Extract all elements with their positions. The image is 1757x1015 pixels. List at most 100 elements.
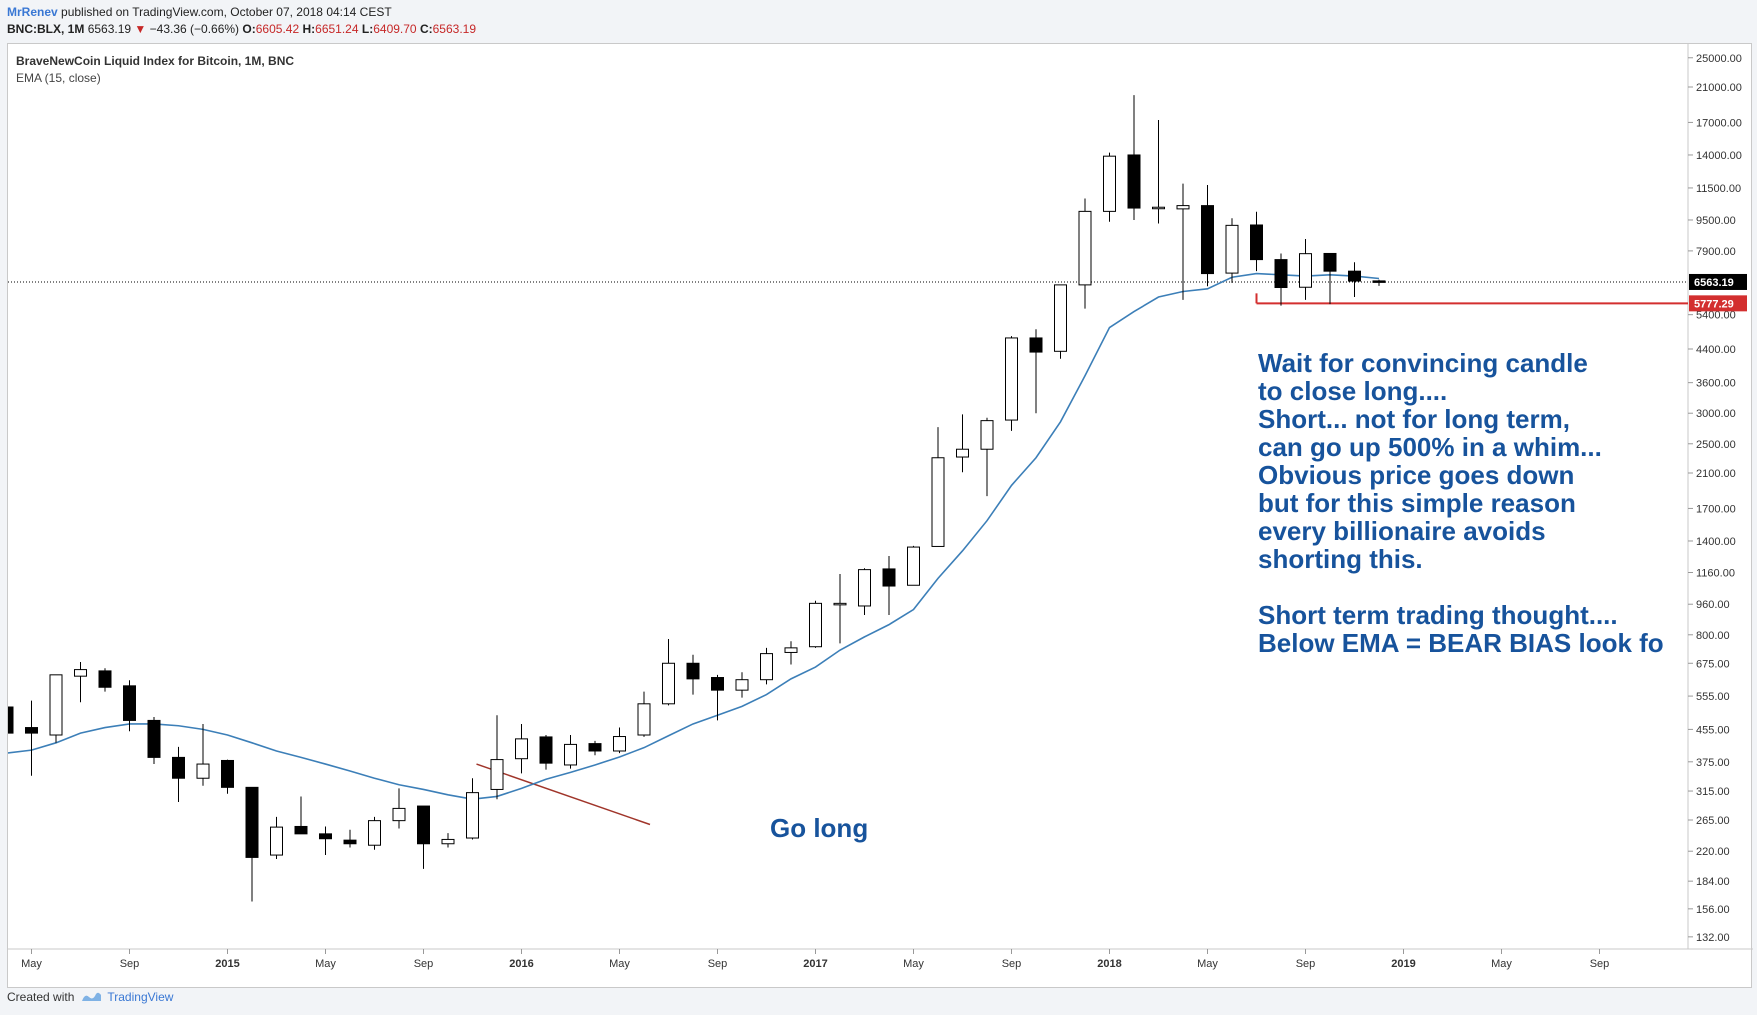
brand-label: TradingView — [107, 990, 174, 1004]
price-tick-label: 3000.00 — [1696, 408, 1736, 420]
candle-body — [686, 662, 700, 680]
open-value: 6605.42 — [255, 22, 300, 36]
price-chart[interactable]: 25000.00 21000.00 17000.00 14000.00 11500.00… — [8, 44, 1753, 989]
tradingview-brand[interactable]: TradingView — [80, 990, 173, 1004]
candle-body — [417, 805, 430, 845]
candle-body — [882, 568, 896, 587]
candle-body — [1176, 205, 1190, 210]
time-tick-label: 2015 — [215, 958, 239, 970]
note-line: Below EMA = BEAR BIAS look fo — [1258, 628, 1664, 658]
price-tick-label: 21000.00 — [1696, 82, 1742, 94]
price-tick-label: 11500.00 — [1696, 183, 1741, 195]
note-line: Obvious price goes down — [1258, 460, 1574, 490]
time-tick-label: 2017 — [803, 958, 827, 970]
candle-body — [25, 727, 38, 734]
candle-body — [49, 674, 63, 736]
price-tick-label: 1160.00 — [1696, 567, 1735, 579]
candle-body — [147, 719, 161, 758]
candle-body — [466, 792, 479, 839]
candle-body — [1225, 224, 1239, 274]
price-tick-label: 3600.00 — [1696, 378, 1736, 390]
open-label: O: — [242, 22, 256, 36]
price-tick-label: 184.00 — [1696, 876, 1730, 888]
candle-body — [392, 807, 406, 822]
close-label: C: — [419, 22, 433, 36]
price-tick-label: 800.00 — [1696, 630, 1730, 642]
note-line: to close long.... — [1258, 376, 1447, 406]
note-line: Short term trading thought.... — [1258, 600, 1618, 630]
ema-line — [8, 272, 1380, 801]
candle-body — [270, 826, 283, 856]
candle-body — [1250, 224, 1263, 261]
candle-body — [8, 706, 14, 734]
candle-body — [368, 820, 381, 846]
note-line: shorting this. — [1258, 544, 1423, 574]
candle-body — [515, 738, 528, 760]
time-tick-label: Sep — [1002, 958, 1022, 970]
last-price: 6563.19 — [87, 22, 132, 36]
time-tick-label: Sep — [414, 958, 434, 970]
candle-body — [441, 838, 455, 845]
candle-body — [907, 546, 920, 586]
note-line: Short... not for long term, — [1258, 404, 1570, 434]
price-tick-label: 375.00 — [1696, 757, 1730, 769]
price-tick-label: 315.00 — [1696, 786, 1730, 798]
candle-body — [1274, 259, 1288, 289]
candle-body — [858, 569, 871, 607]
candle-body — [735, 679, 749, 691]
candle-body — [1372, 280, 1386, 283]
candle-body — [588, 743, 602, 752]
price-tick-label: 1700.00 — [1696, 503, 1736, 515]
price-tick-label: 960.00 — [1696, 599, 1730, 611]
candle-body — [123, 685, 136, 721]
chart-legend-indicator[interactable]: EMA (15, close) — [16, 71, 101, 85]
price-tick-label: 5400.00 — [1696, 310, 1736, 322]
candle-body — [637, 703, 651, 736]
price-tick-label: 455.00 — [1696, 724, 1730, 736]
price-tick-label: 14000.00 — [1696, 150, 1742, 162]
candle-body — [956, 448, 969, 458]
time-tick-label: May — [609, 958, 630, 970]
price-tick-label: 555.00 — [1696, 691, 1730, 703]
candle-body — [1323, 252, 1337, 272]
candle-body — [1127, 154, 1141, 209]
go-long-trendline — [476, 763, 651, 826]
candle-body — [98, 670, 112, 688]
footer: Created with TradingView — [7, 990, 173, 1004]
candle-body — [221, 759, 234, 788]
candle-body — [1078, 210, 1092, 286]
time-tick-label: May — [903, 958, 924, 970]
candle-body — [1103, 155, 1116, 212]
symbol-label: BNC:BLX, 1M — [7, 22, 85, 36]
candle-body — [760, 653, 773, 681]
author-link[interactable]: MrRenev — [7, 5, 58, 19]
time-tick-label: 2016 — [509, 958, 533, 970]
price-tick-label: 132.00 — [1696, 932, 1730, 944]
candle-body — [196, 763, 210, 779]
price-tick-label: 9500.00 — [1696, 215, 1736, 227]
time-tick-label: May — [1197, 958, 1218, 970]
price-change: −43.36 (−0.66%) — [149, 22, 240, 36]
candle-body — [1152, 206, 1165, 210]
candle-body — [931, 457, 945, 547]
candle-body — [711, 677, 724, 691]
time-tick-label: Sep — [708, 958, 728, 970]
ohlc-bar: BNC:BLX, 1M 6563.19 ▼ −43.36 (−0.66%) O:… — [7, 21, 476, 37]
high-label: H: — [302, 22, 316, 36]
chart-panel[interactable]: 25000.00 21000.00 17000.00 14000.00 11500.00… — [7, 43, 1753, 989]
time-tick-label: Sep — [1590, 958, 1610, 970]
down-arrow-icon: ▼ — [134, 22, 147, 36]
price-tick-label: 17000.00 — [1696, 117, 1742, 129]
price-tick-label: 25000.00 — [1696, 53, 1742, 65]
candle-body — [1005, 337, 1018, 421]
current-price-label: 6563.19 — [1694, 277, 1734, 289]
candle-body — [1201, 205, 1214, 275]
candle-body — [1299, 253, 1312, 288]
low-value: 6409.70 — [373, 22, 417, 36]
price-tick-label: 7900.00 — [1696, 246, 1736, 258]
go-long-annotation: Go long — [770, 813, 868, 843]
price-tick-label: 265.00 — [1696, 815, 1730, 827]
time-tick-label: 2018 — [1097, 958, 1121, 970]
time-tick-label: Sep — [120, 958, 140, 970]
